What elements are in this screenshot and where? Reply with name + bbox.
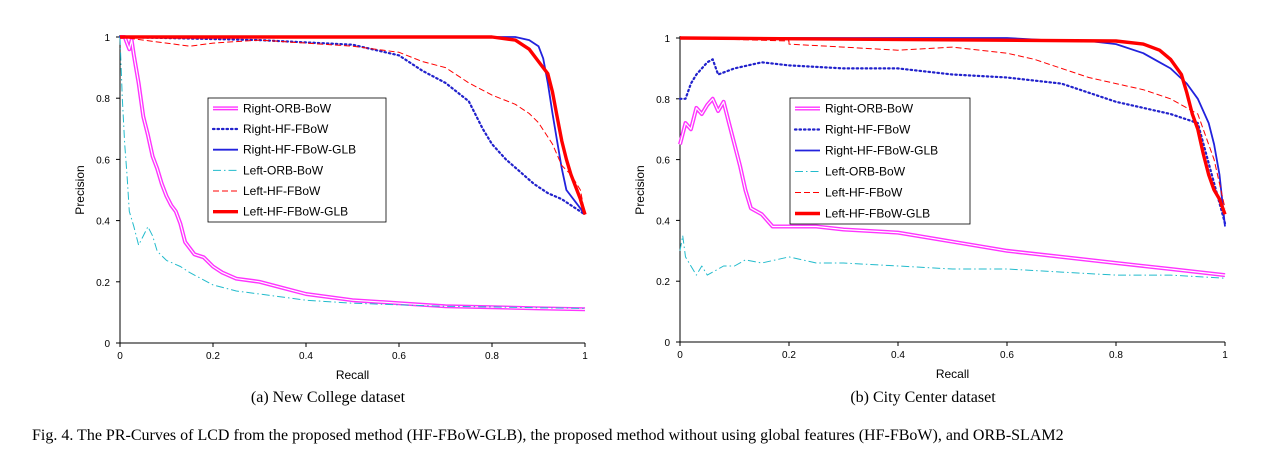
y-tick-label: 1 — [664, 34, 670, 45]
series-line-left-orb-bow — [679, 235, 1226, 279]
series-line-left-hf-fbow — [679, 37, 1226, 209]
x-axis-label: Recall — [936, 367, 969, 381]
series-line-inner — [120, 36, 586, 310]
legend-label: Left-HF-FBoW — [825, 186, 903, 200]
y-tick-label: 0.4 — [96, 217, 110, 228]
legend-label: Right-ORB-BoW — [243, 101, 332, 115]
series-line-left-hf-fbow-glb — [120, 35, 587, 215]
legend-label: Right-HF-FBoW-GLB — [825, 144, 938, 158]
legend-label: Right-HF-FBoW-GLB — [243, 143, 356, 157]
y-tick-label: 0 — [664, 338, 670, 349]
figure-caption: Fig. 4. The PR-Curves of LCD from the pr… — [32, 427, 1064, 444]
y-tick-label: 1 — [104, 33, 110, 44]
chart-panel-b: 0 0.2 0.4 0.6 0.8 1 0 0.2 0.4 0.6 0.8 1 Recall Precis… — [633, 34, 1228, 406]
legend-label: Left-ORB-BoW — [243, 163, 324, 177]
legend-box — [207, 97, 387, 223]
y-tick-label: 0 — [104, 339, 110, 350]
series-line-right-hf-fbow — [678, 58, 1227, 225]
x-tick-label: 0.2 — [782, 350, 796, 361]
x-tick-label: 0.8 — [485, 351, 499, 362]
y-tick-label: 0.4 — [656, 216, 670, 227]
x-tick-label: 0.6 — [1000, 350, 1014, 361]
y-tick-label: 0.8 — [96, 94, 110, 105]
y-axis-label: Precision — [73, 165, 87, 214]
x-tick-label: 0.8 — [1109, 350, 1123, 361]
y-tick-label: 0.6 — [656, 156, 670, 167]
series-line-left-orb-bow — [119, 36, 586, 309]
legend-box — [789, 97, 971, 225]
legend: Right-ORB-BoW Right-HF-FBoW Right-HF-FBoW-… — [789, 97, 971, 225]
series-line-left-hf-fbow — [119, 36, 586, 215]
x-axis-label: Recall — [336, 368, 369, 382]
legend-label: Right-HF-FBoW — [825, 123, 911, 137]
y-tick-label: 0.6 — [96, 155, 110, 166]
series-line-right-hf-fbow-glb — [120, 36, 586, 216]
y-tick-label: 0.8 — [656, 95, 670, 106]
legend: Right-ORB-BoW Right-HF-FBoW Right-HF-FBoW-… — [207, 97, 387, 223]
figure: 0 0.2 0.4 0.6 0.8 1 0 0.2 0.4 0.6 0.8 1 Recall Precis… — [73, 33, 1228, 406]
subcaption: (a) New College dataset — [251, 389, 406, 406]
x-tick-label: 0.6 — [392, 351, 406, 362]
x-tick-label: 0.4 — [891, 350, 905, 361]
y-tick-label: 0.2 — [96, 278, 110, 289]
x-tick-label: 0 — [677, 350, 683, 361]
x-tick-label: 0 — [117, 351, 123, 362]
series-line-right-hf-fbow — [118, 35, 587, 216]
series-line-left-hf-fbow-glb — [679, 36, 1227, 215]
legend-label: Left-HF-FBoW-GLB — [825, 207, 930, 221]
y-axis-label: Precision — [633, 165, 647, 214]
chart-panel-a: 0 0.2 0.4 0.6 0.8 1 0 0.2 0.4 0.6 0.8 1 Recall Precis… — [73, 33, 588, 406]
legend-label: Left-HF-FBoW — [243, 184, 321, 198]
y-tick-label: 0.2 — [656, 277, 670, 288]
x-tick-label: 0.4 — [299, 351, 313, 362]
x-tick-label: 1 — [582, 351, 588, 362]
subcaption: (b) City Center dataset — [850, 389, 996, 406]
legend-label: Right-HF-FBoW — [243, 122, 329, 136]
series-line-inner — [679, 98, 1226, 276]
legend-label: Right-ORB-BoW — [825, 102, 914, 116]
x-tick-label: 1 — [1222, 350, 1228, 361]
x-tick-label: 0.2 — [206, 351, 220, 362]
legend-label: Left-HF-FBoW-GLB — [243, 205, 348, 219]
legend-label: Left-ORB-BoW — [825, 165, 906, 179]
